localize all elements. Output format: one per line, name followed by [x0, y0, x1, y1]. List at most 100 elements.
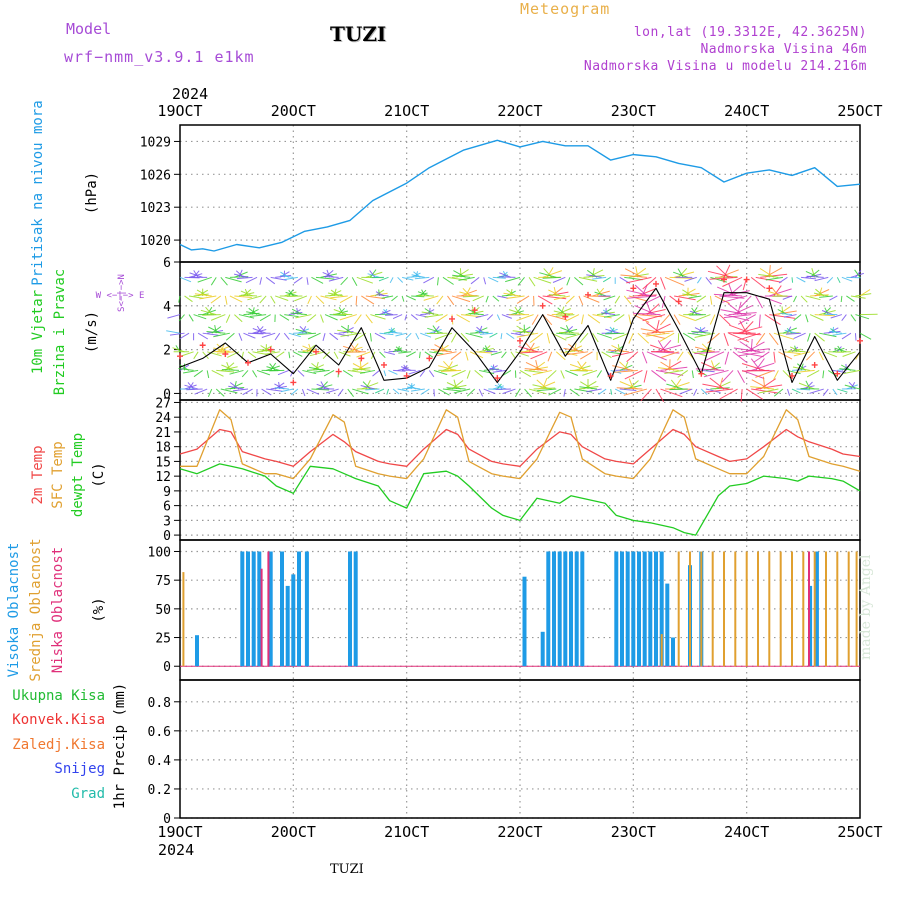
wind-arrow [694, 332, 716, 338]
wind-arrow [640, 328, 666, 334]
wind-arrow [696, 295, 707, 303]
wind-arrow [270, 362, 277, 371]
precip-unit: 1hr Precip (mm) [112, 683, 128, 809]
wind-arrow [823, 330, 841, 334]
wind-gust-mark [426, 355, 433, 362]
cloud-bar [825, 551, 827, 667]
wind-arrow [691, 307, 698, 315]
wind-arrow [829, 330, 842, 334]
wind-arrow [594, 291, 607, 297]
ytick-label: 1029 [140, 135, 171, 150]
wind-arrow [719, 269, 739, 278]
ytick-label: 3 [163, 514, 171, 529]
wind-arrow [569, 363, 589, 371]
wind-arrow [650, 344, 670, 353]
pressure-panel: 1020 1023 1026 1029 [140, 124, 861, 263]
wind-arrow [695, 368, 725, 371]
wind-arrow [256, 369, 271, 376]
ytick-label: 21 [155, 426, 171, 441]
wind-arrow [552, 276, 566, 283]
wind-arrow [277, 369, 289, 376]
chart-title: Meteogram [520, 0, 611, 18]
wind-arrow [565, 325, 571, 334]
wind-arrow [566, 277, 571, 286]
wind-arrow [415, 332, 420, 340]
wind-arrow [306, 388, 320, 395]
wind-arrow [587, 314, 601, 324]
wind-arrow [347, 369, 365, 374]
cloud-bar [251, 551, 256, 667]
wind-arrow [678, 314, 696, 322]
wind-arrow [194, 293, 212, 297]
wind-arrow [499, 272, 512, 278]
wind-arrow [837, 388, 848, 393]
wind-arrow [703, 369, 729, 378]
wind-arrow [592, 276, 607, 280]
cloud-label-low: Niska Oblacnost [50, 547, 66, 673]
wind-arrow [498, 276, 516, 278]
wind-arrow [330, 295, 348, 299]
wind-arrow [410, 314, 418, 321]
wind-arrow [502, 270, 507, 278]
wind-gust-mark [358, 355, 365, 362]
wind-arrow [221, 369, 239, 371]
wind-arrow [316, 383, 330, 390]
wind-arrow [179, 332, 190, 340]
wind-arrow [361, 295, 375, 305]
wind-arrow [329, 314, 347, 316]
wind-arrow [232, 388, 249, 392]
wind-arrow [682, 332, 696, 341]
wind-arrow [297, 332, 317, 335]
wind-arrow [759, 378, 776, 390]
wind-arrow [587, 269, 604, 278]
wind-arrow [796, 388, 811, 391]
wind-arrow [470, 276, 480, 285]
wind-arrow [539, 272, 557, 278]
time-tick-top: 22OCT [497, 102, 542, 120]
wind-arrow [369, 333, 372, 342]
wind-arrow [533, 276, 552, 284]
wind-arrow [755, 295, 763, 309]
cloud-bar [285, 585, 290, 667]
wind-arrow [782, 295, 793, 300]
wind-arrow [228, 385, 244, 390]
wind-arrow [822, 370, 825, 379]
wind-arrow [452, 274, 471, 278]
wind-arrow [841, 314, 847, 322]
wind-arrow [721, 295, 747, 303]
wind-arrow [220, 343, 225, 353]
cloud-bar [280, 551, 284, 667]
wind-arrow [805, 295, 821, 301]
wind-arrow [442, 276, 454, 285]
wind-arrow [411, 388, 425, 392]
wind-arrow [518, 351, 543, 354]
wind-arrow [723, 333, 729, 346]
ytick-label: 24 [155, 411, 171, 426]
wind-arrow [574, 276, 584, 286]
wind-arrow [503, 292, 521, 297]
wind-arrow [502, 388, 516, 395]
wind-arrow [324, 314, 338, 321]
wind-arrow [751, 379, 770, 390]
wind-arrow [514, 388, 521, 397]
wind-arrow [530, 351, 548, 360]
wind-arrow [465, 287, 471, 297]
wind-arrow [225, 332, 235, 341]
wind-gust-mark [630, 285, 637, 292]
wind-arrow [342, 345, 362, 353]
wind-arrow [322, 333, 326, 342]
time-tick-top: 21OCT [384, 102, 429, 120]
wind-arrow [626, 351, 639, 363]
wind-arrow [700, 388, 708, 395]
pressure-line [179, 139, 861, 252]
wind-arrow [294, 295, 308, 302]
wind-arrow [397, 276, 404, 283]
wind-arrow [768, 332, 779, 346]
wind-arrow [773, 351, 776, 363]
cloud-bar [540, 631, 545, 667]
cloud-bar [659, 551, 664, 667]
wind-arrow [365, 388, 380, 391]
wind-arrow [753, 351, 770, 363]
wind-arrow [453, 388, 471, 394]
cloud-bar [814, 551, 819, 667]
